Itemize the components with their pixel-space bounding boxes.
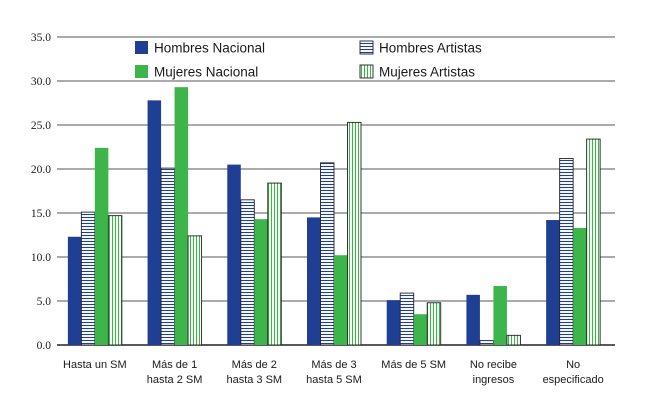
bars: [67, 87, 601, 346]
x-tick-label: Más de 1: [152, 359, 197, 371]
y-tick-label: 15.0: [31, 208, 51, 220]
y-tick-label: 0.0: [37, 340, 52, 352]
x-tick-label: Más de 5 SM: [381, 359, 446, 371]
x-tick-label: Hasta un SM: [63, 359, 127, 371]
bar-hombres-artistas: [160, 167, 176, 346]
x-tick-label: No: [566, 359, 580, 371]
legend-label: Mujeres Nacional: [154, 65, 258, 80]
legend-label: Hombres Artistas: [379, 41, 482, 56]
bar-mujeres-nacional: [573, 227, 587, 345]
legend: Hombres Nacional Hombres Artistas Mujeres …: [135, 41, 482, 80]
bar-hombres-nacional: [466, 294, 480, 345]
y-tick-label: 20.0: [31, 164, 51, 176]
y-tick-label: 35.0: [31, 32, 51, 44]
x-axis-labels: Hasta un SM Más de 1 hasta 2 SM Más de 2 has…: [63, 359, 604, 386]
bar-hombres-nacional: [227, 164, 241, 345]
bar-mujeres-artistas: [187, 235, 203, 346]
bar-hombres-artistas: [559, 157, 574, 346]
legend-swatch: [359, 40, 374, 55]
bar-hombres-nacional: [307, 217, 321, 345]
y-tick-label: 5.0: [37, 296, 52, 308]
bar-mujeres-artistas: [267, 182, 282, 346]
bar-mujeres-nacional: [413, 314, 428, 345]
x-tick-label: hasta 5 SM: [306, 374, 362, 386]
bar-mujeres-artistas: [586, 138, 601, 346]
bar-hombres-nacional: [147, 100, 162, 345]
legend-label: Hombres Nacional: [154, 41, 265, 56]
x-tick-label: especificado: [543, 374, 604, 386]
x-tick-label: Más de 3: [311, 359, 356, 371]
bar-hombres-artistas: [399, 292, 415, 346]
y-tick-label: 30.0: [31, 76, 51, 88]
bar-mujeres-artistas: [506, 334, 521, 346]
bar-hombres-artistas: [320, 162, 335, 346]
bar-mujeres-artistas: [347, 121, 362, 346]
legend-swatch: [135, 41, 148, 54]
y-tick-label: 25.0: [31, 120, 51, 132]
bar-mujeres-nacional: [174, 87, 189, 345]
bar-hombres-artistas: [240, 199, 255, 346]
x-tick-label: No recibe: [470, 359, 517, 371]
bar-hombres-artistas: [479, 340, 494, 346]
bar-mujeres-nacional: [94, 147, 109, 345]
x-tick-label: Más de 2: [232, 359, 277, 371]
bar-hombres-nacional: [67, 236, 82, 345]
bar-hombres-artistas: [80, 211, 96, 346]
y-tick-label: 10.0: [31, 252, 51, 264]
legend-label: Mujeres Artistas: [379, 65, 475, 80]
bar-hombres-nacional: [386, 300, 401, 345]
bar-mujeres-nacional: [254, 219, 268, 345]
bar-mujeres-nacional: [334, 255, 348, 345]
y-axis: 0.0 5.0 10.0 15.0 20.0 25.0 30.0 35.0: [31, 32, 51, 352]
legend-swatch: [359, 64, 374, 79]
bar-hombres-nacional: [546, 220, 560, 345]
x-tick-label: ingresos: [473, 374, 515, 386]
legend-swatch: [135, 65, 148, 78]
x-tick-label: hasta 2 SM: [147, 374, 203, 386]
x-tick-label: hasta 3 SM: [226, 374, 282, 386]
bar-mujeres-nacional: [493, 286, 507, 345]
bar-mujeres-artistas: [107, 215, 123, 346]
bar-mujeres-artistas: [426, 302, 442, 346]
